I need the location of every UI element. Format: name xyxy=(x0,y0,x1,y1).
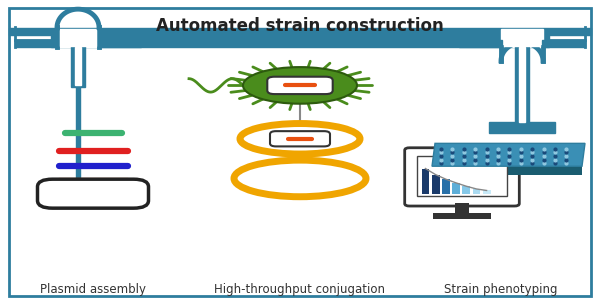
Bar xyxy=(452,183,460,195)
FancyBboxPatch shape xyxy=(404,148,519,206)
Bar xyxy=(51,34,549,47)
Bar xyxy=(71,46,85,87)
Text: High-throughput conjugation: High-throughput conjugation xyxy=(215,283,386,296)
Bar xyxy=(473,189,481,195)
FancyBboxPatch shape xyxy=(37,179,149,208)
Bar xyxy=(433,214,491,219)
Bar xyxy=(421,168,430,195)
Text: Automated strain construction: Automated strain construction xyxy=(156,17,444,35)
Ellipse shape xyxy=(243,67,357,104)
Bar xyxy=(455,203,469,214)
Bar xyxy=(57,29,99,47)
Bar xyxy=(462,186,470,195)
FancyBboxPatch shape xyxy=(270,131,330,146)
Bar xyxy=(459,40,502,47)
Bar xyxy=(75,47,81,85)
Text: Plasmid assembly: Plasmid assembly xyxy=(40,283,146,296)
Bar xyxy=(489,122,555,133)
Text: Strain phenotyping: Strain phenotyping xyxy=(444,283,558,296)
Polygon shape xyxy=(432,143,585,166)
Bar xyxy=(519,47,525,122)
Bar xyxy=(15,40,58,47)
Polygon shape xyxy=(432,166,582,175)
Bar xyxy=(416,156,508,196)
Bar xyxy=(60,30,96,46)
Bar xyxy=(76,87,80,198)
Bar xyxy=(501,29,543,47)
FancyBboxPatch shape xyxy=(268,77,332,94)
Bar xyxy=(542,40,585,47)
Bar xyxy=(442,179,450,195)
Bar xyxy=(504,30,540,46)
Bar xyxy=(515,46,529,124)
Bar xyxy=(99,40,141,47)
Bar xyxy=(432,174,440,195)
Bar xyxy=(482,190,491,195)
Bar xyxy=(9,28,591,35)
